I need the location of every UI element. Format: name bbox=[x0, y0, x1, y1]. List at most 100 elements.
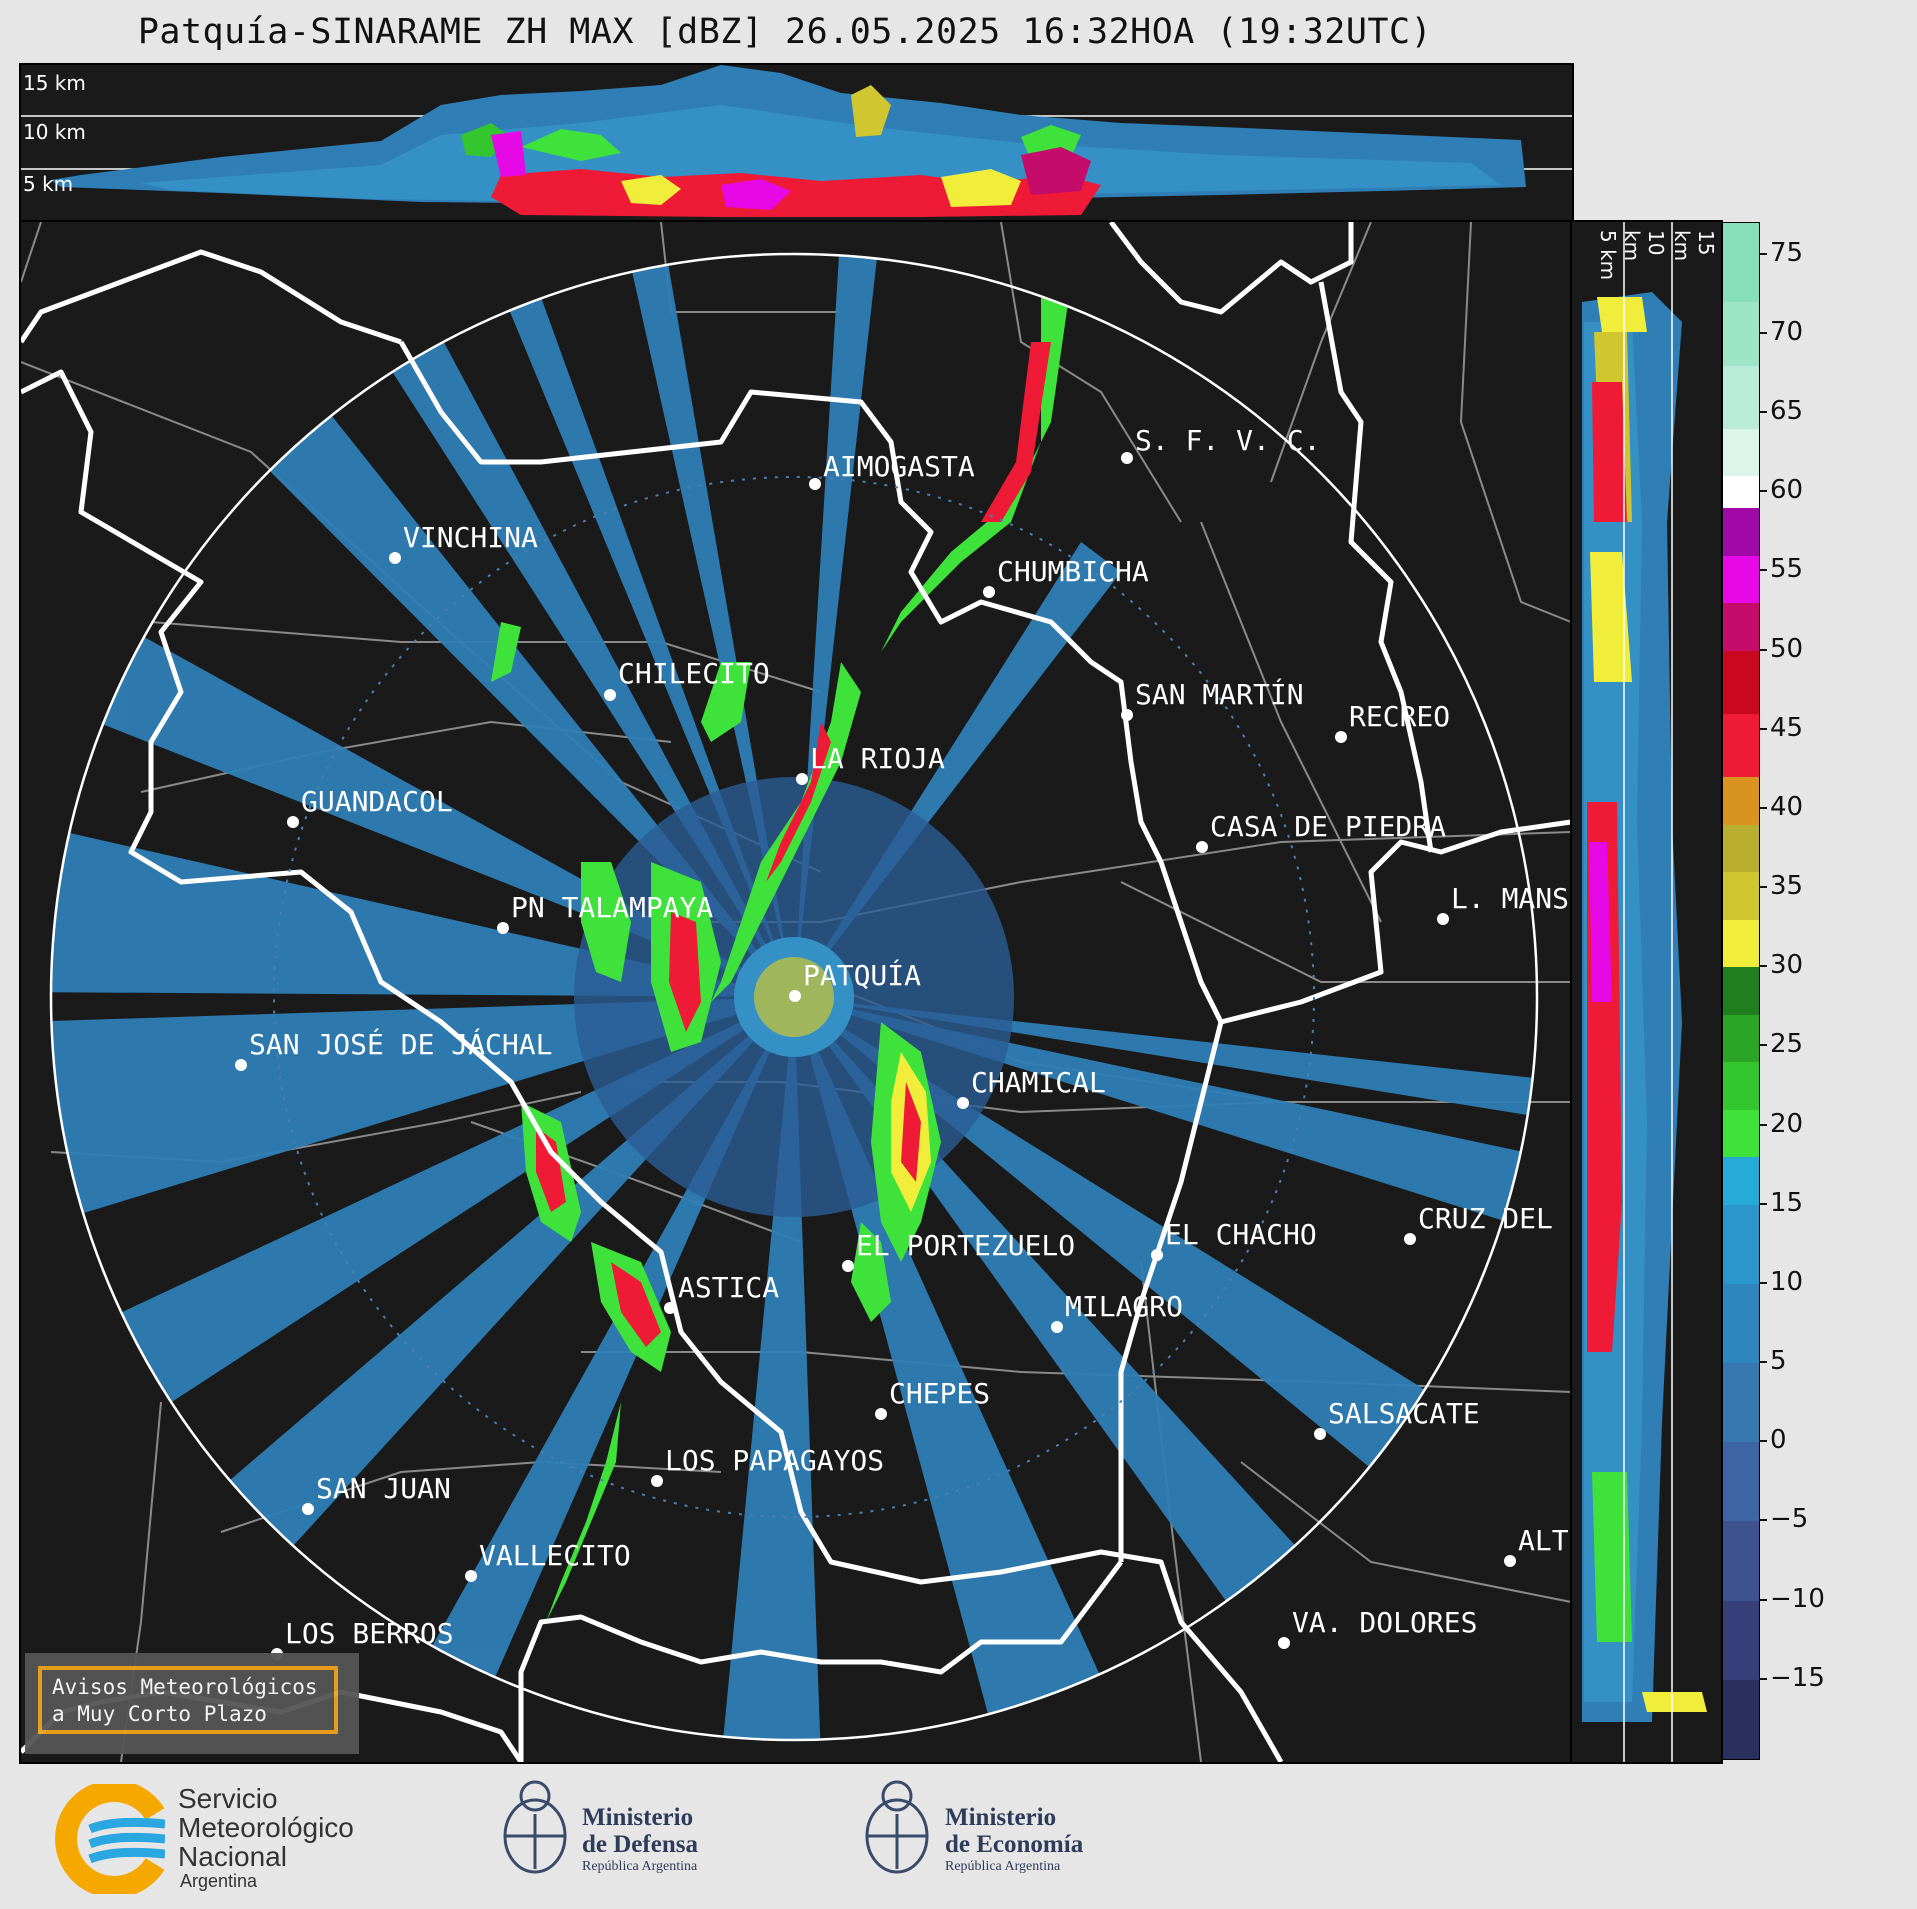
city-label-casa-de-piedra: CASA DE PIEDRA bbox=[1210, 810, 1446, 843]
colorbar-tick-mark bbox=[1759, 727, 1767, 730]
nowcasting-badge-frame: Avisos Meteorológicos a Muy Corto Plazo bbox=[38, 1666, 338, 1734]
badge-line-2: a Muy Corto Plazo bbox=[52, 1702, 267, 1726]
footer-logos: Servicio Meteorológico Nacional Argentin… bbox=[0, 1760, 1917, 1909]
defensa-line-1: Ministerio bbox=[582, 1804, 694, 1831]
argentina-coat-of-arms-icon-2 bbox=[865, 1780, 929, 1874]
city-markers: AIMOGASTA S. F. V. C. VINCHINA CHUMBICHA… bbox=[235, 424, 1569, 1660]
colorbar-tick-mark bbox=[1759, 569, 1767, 572]
range-ring bbox=[49, 252, 1539, 1742]
dbz-colorbar bbox=[1722, 222, 1760, 1760]
city-dot-vinchina bbox=[389, 552, 401, 564]
convective-cells bbox=[491, 282, 1071, 1622]
colorbar-tick-mark bbox=[1759, 1281, 1767, 1284]
city-label-l-mans: L. MANS bbox=[1451, 882, 1569, 915]
smn-line-3: Nacional bbox=[178, 1841, 287, 1872]
colorbar-segment bbox=[1723, 777, 1759, 825]
defensa-line-3: República Argentina bbox=[582, 1859, 698, 1874]
colorbar-tick-mark bbox=[1759, 1440, 1767, 1443]
colorbar-segment bbox=[1723, 650, 1759, 714]
city-dot-l-mans bbox=[1437, 913, 1449, 925]
colorbar-segment bbox=[1723, 1157, 1759, 1205]
colorbar-tick-label: 55 bbox=[1770, 554, 1804, 585]
city-label-los-berros: LOS BERROS bbox=[285, 1617, 454, 1650]
colorbar-tick-label: 5 bbox=[1770, 1346, 1787, 1377]
city-dot-el-portezuelo bbox=[842, 1260, 854, 1272]
colorbar-segment bbox=[1723, 1283, 1759, 1364]
city-dot-sfvc bbox=[1121, 452, 1133, 464]
city-dot-el-chacho bbox=[1151, 1249, 1163, 1261]
city-label-san-juan: SAN JUAN bbox=[316, 1472, 451, 1505]
city-label-cruz-del: CRUZ DEL bbox=[1418, 1202, 1553, 1235]
city-dot-chilecito bbox=[604, 689, 616, 701]
colorbar-segment bbox=[1723, 1204, 1759, 1284]
inner-range-ring bbox=[273, 476, 1315, 1518]
side-echo-profile bbox=[1582, 292, 1707, 1722]
colorbar-segment bbox=[1723, 508, 1759, 556]
colorbar-tick-mark bbox=[1759, 648, 1767, 651]
top-cross-section-plot bbox=[21, 65, 1572, 217]
economia-line-1: Ministerio bbox=[945, 1804, 1057, 1831]
side-height-label-15km: 15 km bbox=[1670, 230, 1718, 262]
colorbar-segment bbox=[1723, 365, 1759, 429]
radar-map[interactable]: AIMOGASTA S. F. V. C. VINCHINA CHUMBICHA… bbox=[21, 222, 1572, 1762]
argentina-coat-of-arms-icon bbox=[503, 1780, 567, 1874]
colorbar-segment bbox=[1723, 476, 1759, 509]
colorbar-tick-label: 10 bbox=[1770, 1266, 1804, 1297]
city-dot-astica bbox=[664, 1302, 676, 1314]
side-height-label-5km: 5 km bbox=[1596, 230, 1620, 281]
smn-line-2: Meteorológico bbox=[178, 1812, 354, 1843]
colorbar-tick-label: −10 bbox=[1770, 1583, 1825, 1614]
colorbar-tick-label: 25 bbox=[1770, 1029, 1804, 1060]
city-label-astica: ASTICA bbox=[678, 1271, 779, 1304]
city-label-chepes: CHEPES bbox=[889, 1377, 990, 1410]
colorbar-tick-label: 20 bbox=[1770, 1108, 1804, 1139]
colorbar-segment bbox=[1723, 1442, 1759, 1522]
city-dot-chamical bbox=[957, 1097, 969, 1109]
smn-line-1: Servicio bbox=[178, 1783, 278, 1814]
colorbar-segment bbox=[1723, 1062, 1759, 1110]
colorbar-segment bbox=[1723, 1679, 1759, 1759]
top-cross-section-panel: 15 km 10 km 5 km bbox=[19, 63, 1574, 222]
smn-line-4: Argentina bbox=[180, 1871, 258, 1891]
side-cross-section-panel: 5 km 10 km 15 km bbox=[1570, 220, 1723, 1764]
side-cross-section-plot bbox=[1582, 222, 1707, 1762]
defensa-line-2: de Defensa bbox=[582, 1831, 698, 1858]
colorbar-segment bbox=[1723, 872, 1759, 920]
colorbar-tick-mark bbox=[1759, 1361, 1767, 1364]
city-label-recreo: RECREO bbox=[1349, 700, 1450, 733]
city-label-el-portezuelo: EL PORTEZUELO bbox=[856, 1229, 1075, 1262]
city-label-pn-talampaya: PN TALAMPAYA bbox=[511, 891, 713, 924]
colorbar-tick-label: 35 bbox=[1770, 871, 1804, 902]
city-label-milagro: MILAGRO bbox=[1065, 1290, 1183, 1323]
colorbar-tick-label: 0 bbox=[1770, 1425, 1787, 1456]
map-title: Patquía-SINARAME ZH MAX [dBZ] 26.05.2025… bbox=[137, 12, 1433, 52]
colorbar-segment bbox=[1723, 713, 1759, 778]
colorbar-tick-mark bbox=[1759, 252, 1767, 255]
city-dot-vallecito bbox=[465, 1570, 477, 1582]
city-dot-salsacate bbox=[1314, 1428, 1326, 1440]
city-label-aimogasta: AIMOGASTA bbox=[823, 450, 975, 483]
city-dot-la-rioja bbox=[796, 773, 808, 785]
city-dot-va-dolores bbox=[1278, 1637, 1290, 1649]
city-dot-san-juan bbox=[302, 1503, 314, 1515]
city-label-los-papagayos: LOS PAPAGAYOS bbox=[665, 1444, 884, 1477]
colorbar-segment bbox=[1723, 1363, 1759, 1443]
city-label-va-dolores: VA. DOLORES bbox=[1292, 1606, 1477, 1639]
colorbar-tick-label: 70 bbox=[1770, 316, 1804, 347]
city-dot-los-papagayos bbox=[651, 1475, 663, 1487]
city-label-la-rioja: LA RIOJA bbox=[810, 742, 945, 775]
city-dot-recreo bbox=[1335, 731, 1347, 743]
radar-map-panel[interactable]: AIMOGASTA S. F. V. C. VINCHINA CHUMBICHA… bbox=[19, 220, 1574, 1764]
economia-line-2: de Economía bbox=[945, 1831, 1084, 1858]
colorbar-tick-mark bbox=[1759, 331, 1767, 334]
colorbar-segment bbox=[1723, 555, 1759, 604]
reflectivity-field bbox=[51, 254, 1537, 1740]
colorbar-tick-mark bbox=[1759, 1519, 1767, 1522]
colorbar-segment bbox=[1723, 919, 1759, 968]
city-dot-casa-de-piedra bbox=[1196, 841, 1208, 853]
city-dot-aimogasta bbox=[809, 478, 821, 490]
city-dot-patquia bbox=[789, 990, 801, 1002]
city-label-sfvc: S. F. V. C. bbox=[1135, 424, 1320, 457]
economia-line-3: República Argentina bbox=[945, 1859, 1061, 1874]
defensa-logo-text: Ministerio de Defensa República Argentin… bbox=[582, 1804, 698, 1876]
